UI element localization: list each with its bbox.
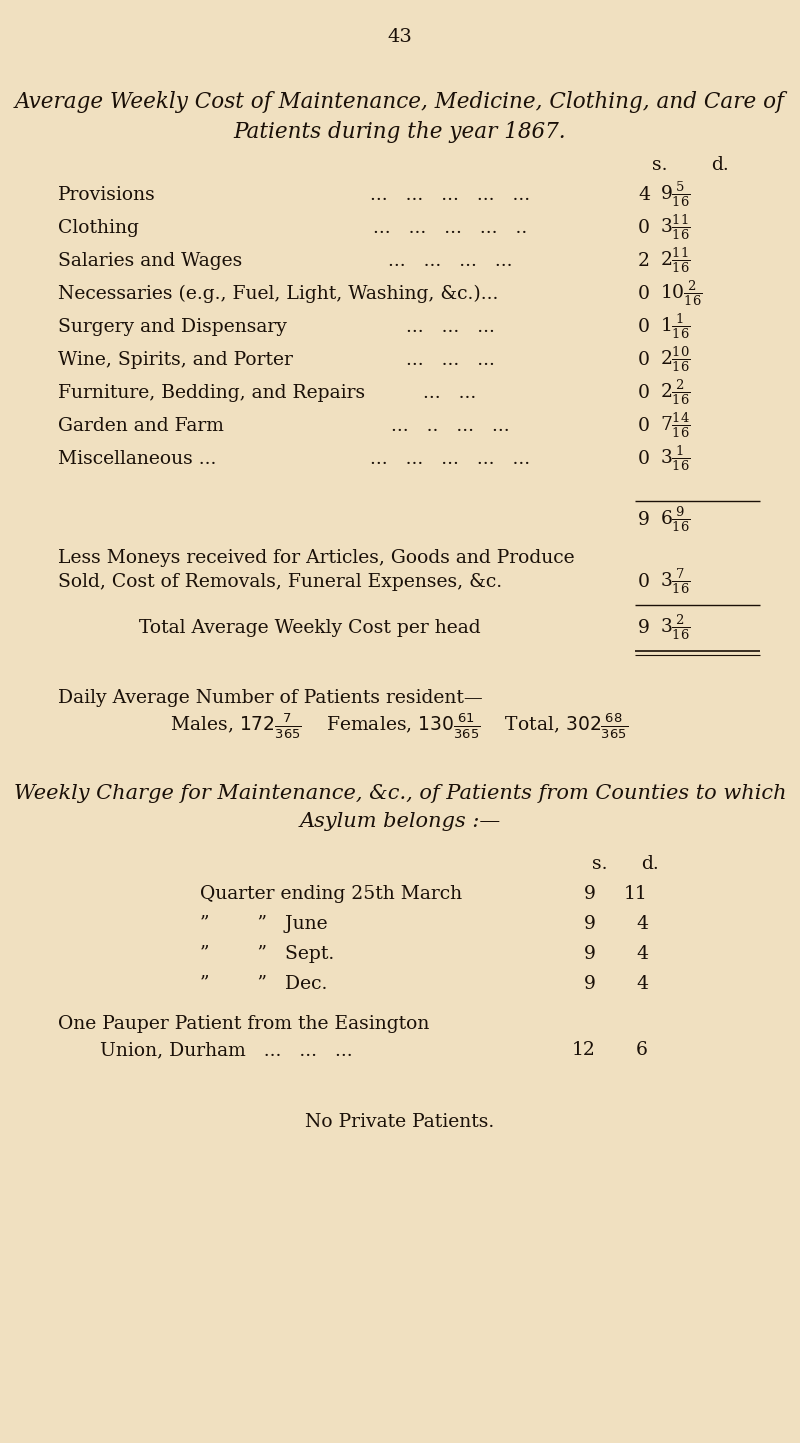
Text: 12: 12 bbox=[572, 1040, 596, 1059]
Text: 9: 9 bbox=[638, 619, 650, 636]
Text: 0: 0 bbox=[638, 317, 650, 336]
Text: ...   ..   ...   ...: ... .. ... ... bbox=[390, 417, 510, 434]
Text: 4: 4 bbox=[636, 945, 648, 962]
Text: $\mathregular{6\frac{9}{16}}$: $\mathregular{6\frac{9}{16}}$ bbox=[660, 504, 690, 534]
Text: Garden and Farm: Garden and Farm bbox=[58, 417, 224, 434]
Text: d.: d. bbox=[641, 856, 659, 873]
Text: Asylum belongs :—: Asylum belongs :— bbox=[299, 812, 501, 831]
Text: 43: 43 bbox=[387, 27, 413, 46]
Text: No Private Patients.: No Private Patients. bbox=[306, 1113, 494, 1131]
Text: ...   ...   ...   ...   ..: ... ... ... ... .. bbox=[373, 219, 527, 237]
Text: Daily Average Number of Patients resident—: Daily Average Number of Patients residen… bbox=[58, 688, 482, 707]
Text: 0: 0 bbox=[638, 450, 650, 468]
Text: $\mathregular{3\frac{1}{16}}$: $\mathregular{3\frac{1}{16}}$ bbox=[660, 443, 690, 473]
Text: $\mathregular{2\frac{2}{16}}$: $\mathregular{2\frac{2}{16}}$ bbox=[660, 377, 690, 407]
Text: Union, Durham   ...   ...   ...: Union, Durham ... ... ... bbox=[100, 1040, 353, 1059]
Text: 9: 9 bbox=[638, 511, 650, 530]
Text: $\mathregular{2\frac{10}{16}}$: $\mathregular{2\frac{10}{16}}$ bbox=[660, 345, 690, 374]
Text: ”        ”   Sept.: ” ” Sept. bbox=[200, 945, 334, 962]
Text: 0: 0 bbox=[638, 384, 650, 403]
Text: 9: 9 bbox=[584, 915, 596, 934]
Text: ...   ...   ...   ...   ...: ... ... ... ... ... bbox=[370, 186, 530, 203]
Text: $\mathregular{1\frac{1}{16}}$: $\mathregular{1\frac{1}{16}}$ bbox=[660, 312, 690, 341]
Text: Furniture, Bedding, and Repairs: Furniture, Bedding, and Repairs bbox=[58, 384, 365, 403]
Text: ...   ...   ...   ...: ... ... ... ... bbox=[388, 253, 512, 270]
Text: Average Weekly Cost of Maintenance, Medicine, Clothing, and Care of: Average Weekly Cost of Maintenance, Medi… bbox=[15, 91, 785, 113]
Text: One Pauper Patient from the Easington: One Pauper Patient from the Easington bbox=[58, 1014, 430, 1033]
Text: Salaries and Wages: Salaries and Wages bbox=[58, 253, 242, 270]
Text: Males, $172\frac{7}{365}$    Females, $130\frac{61}{365}$    Total, $302\frac{68: Males, $172\frac{7}{365}$ Females, $130\… bbox=[170, 711, 628, 740]
Text: Weekly Charge for Maintenance, &c., of Patients from Counties to which: Weekly Charge for Maintenance, &c., of P… bbox=[14, 784, 786, 802]
Text: 0: 0 bbox=[638, 351, 650, 369]
Text: 9: 9 bbox=[584, 885, 596, 903]
Text: ...   ...   ...: ... ... ... bbox=[406, 317, 494, 336]
Text: Patients during the year 1867.: Patients during the year 1867. bbox=[234, 121, 566, 143]
Text: Provisions: Provisions bbox=[58, 186, 156, 203]
Text: $\mathregular{7\frac{14}{16}}$: $\mathregular{7\frac{14}{16}}$ bbox=[660, 410, 690, 440]
Text: $\mathregular{9\frac{5}{16}}$: $\mathregular{9\frac{5}{16}}$ bbox=[660, 179, 690, 209]
Text: 0: 0 bbox=[638, 573, 650, 592]
Text: ...   ...: ... ... bbox=[423, 384, 477, 403]
Text: ”        ”   June: ” ” June bbox=[200, 915, 328, 934]
Text: 4: 4 bbox=[636, 975, 648, 993]
Text: 4: 4 bbox=[638, 186, 650, 203]
Text: Total Average Weekly Cost per head: Total Average Weekly Cost per head bbox=[139, 619, 481, 636]
Text: $\mathregular{3\frac{11}{16}}$: $\mathregular{3\frac{11}{16}}$ bbox=[660, 212, 690, 242]
Text: 9: 9 bbox=[584, 945, 596, 962]
Text: 4: 4 bbox=[636, 915, 648, 934]
Text: Clothing: Clothing bbox=[58, 219, 139, 237]
Text: Miscellaneous ...: Miscellaneous ... bbox=[58, 450, 216, 468]
Text: Wine, Spirits, and Porter: Wine, Spirits, and Porter bbox=[58, 351, 293, 369]
Text: 9: 9 bbox=[584, 975, 596, 993]
Text: ...   ...   ...   ...   ...: ... ... ... ... ... bbox=[370, 450, 530, 468]
Text: 0: 0 bbox=[638, 417, 650, 434]
Text: Surgery and Dispensary: Surgery and Dispensary bbox=[58, 317, 287, 336]
Text: 2: 2 bbox=[638, 253, 650, 270]
Text: Sold, Cost of Removals, Funeral Expenses, &c.: Sold, Cost of Removals, Funeral Expenses… bbox=[58, 573, 502, 592]
Text: 11: 11 bbox=[624, 885, 648, 903]
Text: Necessaries (e.g., Fuel, Light, Washing, &c.)...: Necessaries (e.g., Fuel, Light, Washing,… bbox=[58, 284, 498, 303]
Text: $\mathregular{3\frac{7}{16}}$: $\mathregular{3\frac{7}{16}}$ bbox=[660, 566, 690, 596]
Text: s.: s. bbox=[592, 856, 608, 873]
Text: ...   ...   ...: ... ... ... bbox=[406, 351, 494, 369]
Text: 0: 0 bbox=[638, 219, 650, 237]
Text: $\mathregular{3\frac{2}{16}}$: $\mathregular{3\frac{2}{16}}$ bbox=[660, 612, 690, 642]
Text: Less Moneys received for Articles, Goods and Produce: Less Moneys received for Articles, Goods… bbox=[58, 548, 574, 567]
Text: 6: 6 bbox=[636, 1040, 648, 1059]
Text: $\mathregular{2\frac{11}{16}}$: $\mathregular{2\frac{11}{16}}$ bbox=[660, 245, 690, 276]
Text: 0: 0 bbox=[638, 286, 650, 303]
Text: d.: d. bbox=[711, 156, 729, 175]
Text: $\mathregular{10\frac{2}{16}}$: $\mathregular{10\frac{2}{16}}$ bbox=[660, 278, 702, 307]
Text: Quarter ending 25th March: Quarter ending 25th March bbox=[200, 885, 462, 903]
Text: s.: s. bbox=[652, 156, 668, 175]
Text: ”        ”   Dec.: ” ” Dec. bbox=[200, 975, 327, 993]
